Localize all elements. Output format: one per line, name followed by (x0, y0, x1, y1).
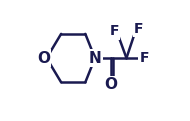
Text: O: O (104, 77, 117, 92)
Text: N: N (89, 51, 101, 66)
Text: F: F (139, 51, 149, 65)
Text: F: F (134, 22, 143, 36)
Text: O: O (37, 51, 50, 66)
Text: F: F (110, 24, 119, 38)
